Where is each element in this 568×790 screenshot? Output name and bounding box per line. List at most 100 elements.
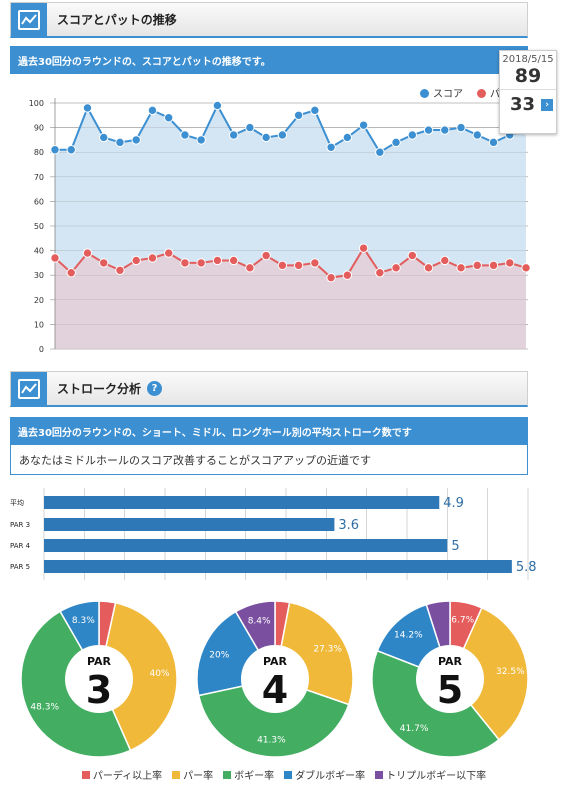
data-point: [505, 258, 515, 268]
bar-value-label: 4.9: [443, 496, 464, 511]
advice-text: あなたはミドルホールのスコア改善することがスコアアップの近道です: [10, 445, 528, 475]
y-tick-label: 0: [39, 345, 44, 354]
y-tick-label: 20: [34, 296, 44, 305]
data-point: [391, 263, 401, 273]
section-title: ストローク分析: [57, 382, 142, 396]
data-point: [261, 250, 271, 261]
legend-putt[interactable]: パ: [477, 85, 500, 100]
data-point: [277, 130, 288, 140]
y-tick-label: 90: [34, 124, 44, 133]
data-point: [196, 258, 206, 268]
data-point: [82, 103, 93, 113]
data-point: [326, 272, 336, 283]
data-point: [147, 253, 158, 263]
score-putt-line-chart: 0 10 20 30 40 50 60 70 80 90 100: [29, 98, 531, 354]
data-point: [358, 243, 369, 253]
bar: [44, 539, 448, 552]
pie-slice-label: 48.3%: [30, 702, 59, 712]
next-arrow-icon[interactable]: ›: [541, 98, 554, 111]
data-point: [196, 135, 206, 145]
legend-bogey[interactable]: ボギー率: [223, 767, 274, 782]
y-tick-label: 60: [34, 197, 44, 206]
data-point: [310, 105, 320, 116]
data-point: [375, 268, 385, 278]
data-point: [163, 248, 174, 258]
help-icon[interactable]: ?: [147, 381, 163, 396]
data-point: [212, 255, 223, 266]
pie-number: 3: [86, 668, 112, 712]
data-point: [326, 142, 336, 152]
pie-title: PAR: [263, 655, 288, 668]
series-area-1: [55, 248, 526, 349]
data-point: [99, 258, 109, 268]
pie-legend: パーディ以上率 パー率 ボギー率 ダブルボギー率 トリプルボギー以下率: [0, 767, 568, 782]
tooltip-date: 2018/5/15: [502, 54, 554, 65]
data-point: [293, 110, 304, 121]
pie-slice-label: 14.2%: [394, 631, 423, 641]
tooltip-score: 89: [500, 65, 556, 90]
data-point: [115, 137, 125, 148]
data-point: [277, 260, 288, 271]
pie-slice-label: 32.5%: [496, 667, 525, 677]
data-point: [488, 137, 499, 148]
data-point: [521, 263, 531, 273]
section-header-trend: スコアとパットの推移: [10, 2, 528, 38]
pie-slice: [98, 601, 178, 752]
pie-slice-label: 41.3%: [257, 736, 286, 746]
data-point: [261, 132, 271, 143]
data-point: [180, 258, 190, 268]
hole-pie-charts: 40%48.3%8.3%PAR327.3%41.3%20%8.4%PAR46.7…: [20, 600, 529, 758]
data-point: [131, 255, 141, 266]
section-header-stroke: ストローク分析 ?: [10, 371, 528, 407]
legend-score[interactable]: スコア: [420, 85, 463, 100]
data-point: [358, 120, 369, 130]
bar-category-label: 平均: [10, 498, 24, 507]
bar: [44, 560, 512, 573]
data-point: [99, 132, 109, 143]
data-point: [245, 263, 255, 273]
pie-slice-label: 6.7%: [451, 616, 474, 626]
data-point: [440, 255, 450, 266]
data-point: [407, 130, 418, 140]
bar-category-label: PAR 5: [10, 563, 30, 571]
legend-double[interactable]: ダブルボギー率: [284, 767, 365, 782]
legend-triple[interactable]: トリプルボギー以下率: [375, 767, 486, 782]
data-point: [66, 268, 76, 278]
y-tick-label: 30: [34, 271, 44, 280]
data-point: [293, 260, 304, 271]
chart-icon: [11, 372, 47, 405]
data-point: [423, 125, 434, 135]
data-point: [163, 113, 174, 123]
data-point: [423, 263, 434, 273]
y-tick-label: 50: [34, 222, 44, 231]
data-point: [82, 248, 93, 258]
pie-number: 5: [437, 668, 463, 712]
data-point: [391, 137, 401, 148]
legend-par[interactable]: パー率: [172, 767, 213, 782]
bar-value-label: 3.6: [338, 518, 359, 533]
y-tick-label: 40: [34, 247, 44, 256]
data-point: [456, 122, 466, 133]
chart-icon: [11, 3, 47, 36]
section-subtitle: 過去30回分のラウンドの、ショート、ミドル、ロングホール別の平均ストローク数です: [10, 417, 528, 445]
pie-hole: [241, 645, 309, 713]
data-point: [456, 263, 466, 273]
chart-tooltip: 2018/5/15 89 33 ›: [499, 50, 557, 134]
pie-slice: [197, 678, 350, 758]
legend-birdie[interactable]: パーディ以上率: [81, 767, 162, 782]
bar-category-label: PAR 4: [10, 542, 31, 550]
pie-slice-label: 27.3%: [313, 645, 342, 655]
data-point: [472, 260, 482, 271]
section-subtitle: 過去30回分のラウンドの、スコアとパットの推移です。: [10, 46, 528, 74]
bar-value-label: 5.8: [516, 560, 537, 575]
data-point: [310, 258, 320, 268]
data-point: [407, 250, 418, 261]
bar-category-label: PAR 3: [10, 521, 30, 529]
pie-slice-label: 40%: [150, 669, 170, 679]
pie-hole: [65, 645, 133, 713]
y-tick-label: 70: [34, 173, 44, 182]
data-point: [50, 253, 60, 263]
pie-title: PAR: [87, 655, 112, 668]
data-point: [66, 145, 76, 155]
data-point: [488, 260, 499, 271]
